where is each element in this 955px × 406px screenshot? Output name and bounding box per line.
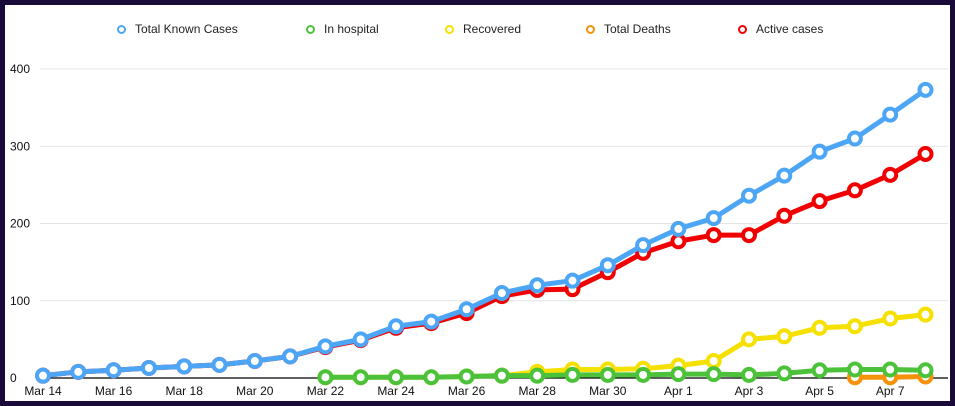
data-point-active-cases: [670, 233, 687, 250]
y-tick-label: 300: [10, 139, 30, 153]
data-point-total-known-cases: [105, 362, 122, 379]
x-tick-label: Mar 22: [307, 384, 345, 398]
legend-marker-icon: [738, 24, 747, 34]
data-point-total-known-cases: [35, 367, 51, 384]
data-point-total-known-cases: [388, 318, 404, 335]
legend-item[interactable]: Total Known Cases: [117, 22, 238, 36]
data-point-total-known-cases: [811, 143, 828, 160]
data-point-total-known-cases: [140, 359, 157, 376]
data-point-in-hospital: [423, 369, 440, 386]
data-point-total-known-cases: [882, 106, 899, 123]
data-point-in-hospital: [776, 365, 793, 382]
data-point-recovered: [776, 328, 793, 345]
data-point-total-known-cases: [70, 363, 87, 380]
legend-marker-icon: [445, 24, 454, 34]
data-point-in-hospital: [493, 367, 510, 384]
data-point-recovered: [705, 353, 722, 370]
data-point-active-cases: [882, 166, 899, 183]
data-point-recovered: [846, 318, 863, 335]
data-point-total-known-cases: [846, 130, 863, 147]
data-point-in-hospital: [741, 366, 757, 383]
data-point-total-known-cases: [282, 348, 299, 365]
data-point-in-hospital: [317, 369, 334, 386]
x-tick-label: Apr 5: [805, 384, 834, 398]
data-point-active-cases: [705, 227, 722, 244]
data-point-in-hospital: [670, 366, 687, 383]
data-point-recovered: [811, 319, 828, 336]
x-tick-label: Mar 30: [589, 384, 627, 398]
data-point-total-known-cases: [352, 331, 369, 348]
x-tick-label: Mar 16: [95, 384, 133, 398]
data-point-total-known-cases: [423, 313, 440, 330]
data-point-in-hospital: [917, 362, 934, 379]
data-point-total-known-cases: [776, 167, 793, 184]
legend-marker-icon: [306, 24, 315, 34]
data-point-total-known-cases: [564, 272, 581, 289]
series-line-active-cases: [42, 151, 927, 379]
data-point-total-known-cases: [176, 358, 193, 375]
legend-label: Total Known Cases: [135, 22, 238, 36]
x-tick-label: Mar 18: [166, 384, 204, 398]
data-point-in-hospital: [846, 361, 863, 378]
x-tick-label: Mar 24: [377, 384, 415, 398]
data-point-in-hospital: [529, 367, 546, 384]
x-tick-label: Mar 14: [24, 384, 62, 398]
x-tick-label: Mar 28: [519, 384, 557, 398]
data-point-total-known-cases: [670, 220, 687, 237]
x-tick-label: Apr 3: [735, 384, 764, 398]
data-point-recovered: [917, 306, 934, 323]
y-tick-label: 100: [10, 294, 30, 308]
data-point-active-cases: [741, 227, 757, 244]
legend-label: Recovered: [463, 22, 522, 36]
y-tick-label: 400: [10, 62, 30, 76]
data-point-active-cases: [811, 193, 828, 210]
x-tick-label: Mar 26: [448, 384, 486, 398]
legend-marker-icon: [586, 24, 595, 34]
legend-item[interactable]: Active cases: [738, 22, 823, 36]
legend: Total Known Cases In hospital Recovered Tot…: [0, 22, 955, 40]
data-point-recovered: [741, 331, 757, 348]
data-point-in-hospital: [811, 362, 828, 379]
y-tick-label: 0: [10, 371, 17, 385]
data-point-total-known-cases: [317, 338, 334, 355]
legend-marker-icon: [117, 24, 126, 34]
x-tick-label: Apr 7: [876, 384, 905, 398]
legend-item[interactable]: Recovered: [445, 22, 521, 36]
data-point-total-known-cases: [917, 81, 934, 98]
data-point-total-known-cases: [493, 285, 510, 302]
data-point-active-cases: [776, 207, 793, 224]
y-tick-label: 200: [10, 217, 30, 231]
data-point-recovered: [882, 310, 899, 327]
data-point-total-known-cases: [458, 301, 475, 318]
legend-item[interactable]: In hospital: [306, 22, 379, 36]
legend-item[interactable]: Total Deaths: [586, 22, 671, 36]
data-point-total-known-cases: [741, 187, 757, 204]
data-point-in-hospital: [388, 369, 404, 386]
data-point-in-hospital: [458, 368, 475, 385]
data-point-in-hospital: [564, 366, 581, 383]
data-point-total-known-cases: [635, 237, 652, 254]
data-point-total-known-cases: [211, 356, 228, 373]
data-point-in-hospital: [882, 361, 899, 378]
data-point-active-cases: [917, 145, 934, 162]
data-point-in-hospital: [705, 366, 722, 383]
x-tick-label: Apr 1: [664, 384, 693, 398]
data-point-total-known-cases: [705, 210, 722, 227]
x-tick-label: Mar 20: [236, 384, 274, 398]
data-point-in-hospital: [635, 366, 652, 383]
data-point-total-known-cases: [246, 353, 263, 370]
legend-label: Total Deaths: [604, 22, 671, 36]
legend-label: In hospital: [324, 22, 379, 36]
data-point-total-known-cases: [529, 277, 546, 294]
legend-label: Active cases: [756, 22, 824, 36]
data-point-total-known-cases: [599, 257, 616, 274]
data-point-active-cases: [846, 182, 863, 199]
data-point-in-hospital: [352, 369, 369, 386]
data-point-in-hospital: [599, 366, 616, 383]
